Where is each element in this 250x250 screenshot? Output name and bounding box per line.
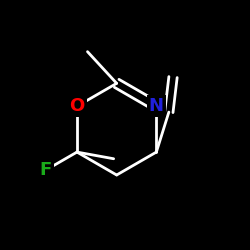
Text: N: N: [149, 97, 164, 115]
Text: O: O: [69, 97, 84, 115]
Text: F: F: [39, 162, 51, 180]
